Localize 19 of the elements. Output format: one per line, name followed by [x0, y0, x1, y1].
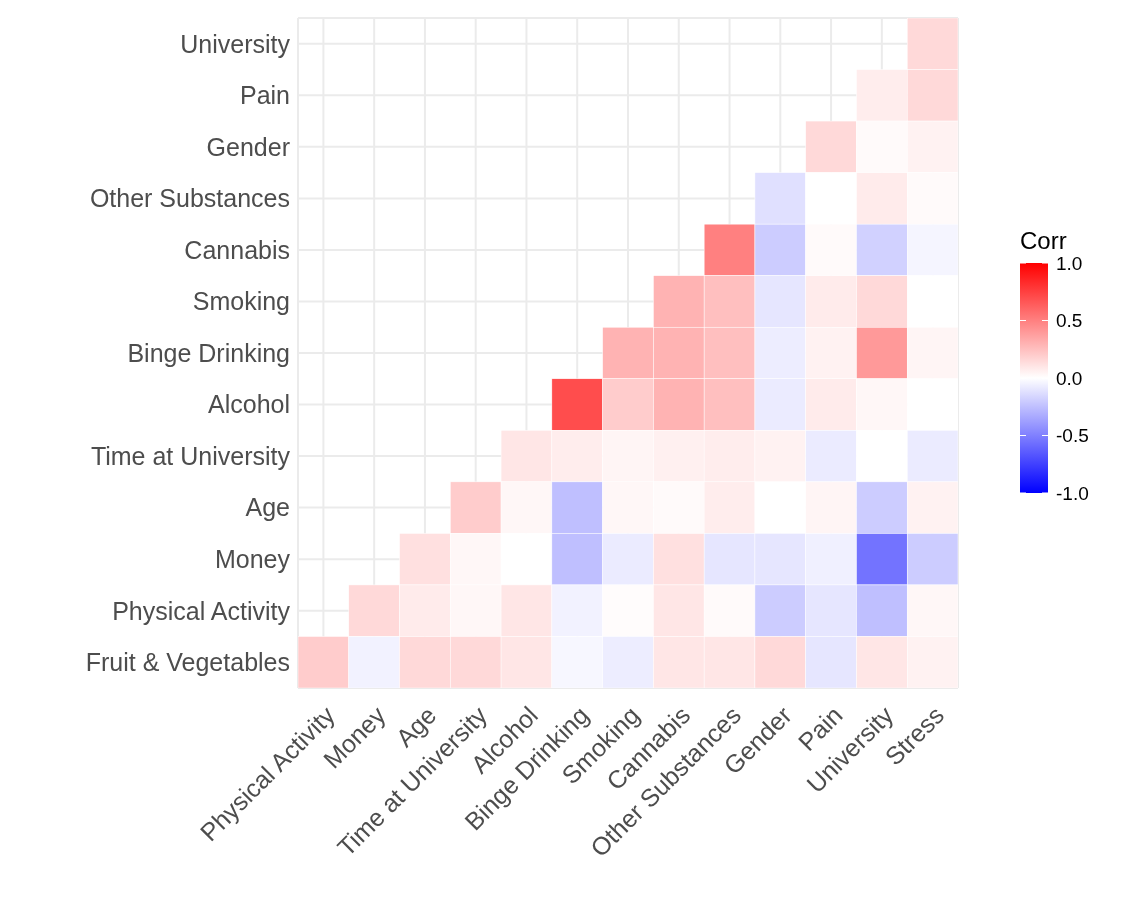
color-bar-label: 0.5 [1056, 310, 1083, 331]
y-tick-label: University [180, 29, 291, 58]
color-bar-label: 1.0 [1056, 252, 1083, 274]
y-tick-label: Pain [239, 81, 290, 110]
y-tick-label: Time at University [90, 441, 291, 470]
color-bar-label: -0.5 [1056, 425, 1089, 446]
y-tick-label: Age [245, 493, 290, 522]
y-tick-label: Gender [206, 132, 290, 161]
y-tick-label: Fruit & Vegetables [85, 648, 290, 677]
color-bar-label: -1.0 [1056, 482, 1089, 504]
y-tick-label: Money [214, 545, 291, 574]
y-tick-label: Alcohol [208, 390, 290, 419]
y-tick-label: Smoking [192, 287, 290, 316]
y-tick-label: Physical Activity [112, 596, 291, 625]
y-tick-label: Binge Drinking [127, 338, 290, 367]
y-tick-label: Other Substances [89, 184, 290, 213]
color-bar-title: Corr [1020, 227, 1067, 254]
color-bar-label: 0.0 [1056, 367, 1083, 389]
y-tick-label: Cannabis [184, 235, 290, 264]
